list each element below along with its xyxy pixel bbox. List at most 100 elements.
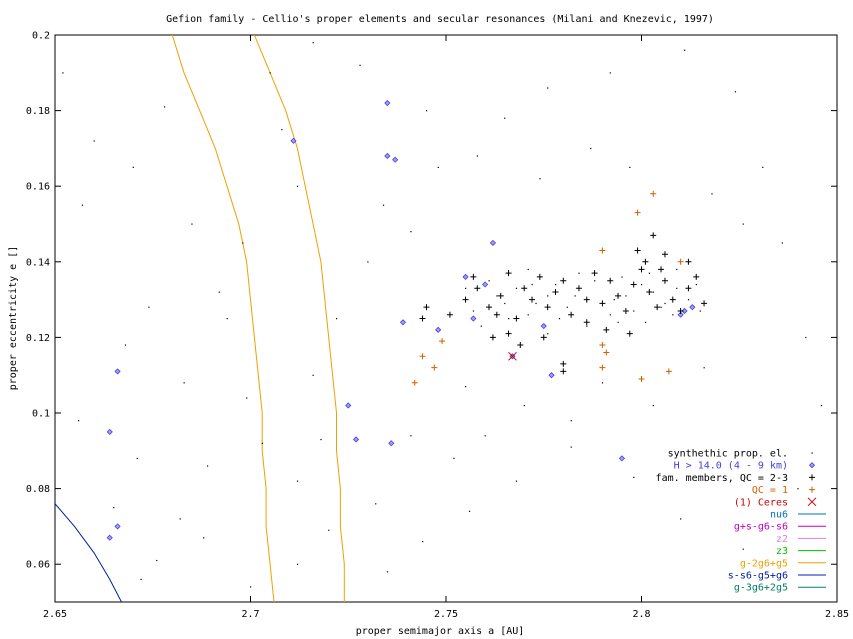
data-point [599, 364, 606, 371]
data-point [547, 333, 549, 335]
data-point [642, 258, 649, 265]
data-point [106, 534, 113, 541]
data-point [242, 242, 244, 244]
legend-label: QC = 1 [752, 485, 788, 496]
data-point [106, 428, 113, 435]
data-point [703, 367, 705, 369]
data-point [132, 166, 134, 168]
data-point [296, 480, 299, 482]
data-point [805, 336, 807, 339]
data-point [527, 268, 529, 271]
data-point [544, 304, 551, 311]
data-point [630, 281, 637, 288]
data-point [493, 311, 500, 318]
legend-swatch [811, 452, 813, 454]
legend-label: g-3g6+2g5 [734, 583, 788, 594]
data-point [654, 304, 661, 311]
legend-label: s-s6-g5+g6 [728, 571, 788, 582]
data-point [140, 578, 142, 581]
data-point [591, 270, 598, 277]
data-point [453, 457, 455, 460]
x-tick-label: 2.75 [434, 609, 458, 620]
legend-swatch [809, 486, 815, 493]
x-tick-label: 2.7 [241, 609, 259, 620]
data-point [191, 223, 193, 225]
y-axis-label: proper eccentricity e [] [8, 246, 19, 391]
x-tick-label: 2.85 [825, 609, 849, 620]
data-point [677, 258, 684, 265]
data-point [617, 321, 619, 323]
legend-label: H > 14.0 (4 - 9 km) [674, 461, 788, 472]
data-point [320, 438, 322, 441]
data-point [540, 322, 547, 330]
data-point [77, 420, 80, 422]
data-point [560, 277, 567, 284]
resonance-curve [55, 503, 122, 602]
data-point [527, 314, 529, 316]
data-point [114, 523, 121, 530]
data-point [163, 106, 166, 108]
data-point [693, 273, 700, 280]
data-point [505, 330, 512, 337]
data-point [386, 571, 389, 573]
data-point [312, 42, 314, 44]
data-point [529, 296, 536, 303]
y-tick-label: 0.08 [26, 484, 50, 495]
data-point [638, 266, 645, 273]
data-point [570, 420, 572, 422]
data-point [554, 283, 557, 286]
data-point [504, 302, 506, 305]
data-point [422, 541, 424, 543]
data-point [410, 231, 412, 233]
data-point [411, 379, 418, 386]
data-point [382, 204, 385, 206]
data-point [586, 325, 588, 327]
data-point [672, 314, 674, 316]
data-point [547, 295, 549, 297]
data-point [701, 300, 708, 307]
data-point [419, 315, 426, 322]
data-point [439, 338, 446, 345]
data-point [734, 91, 737, 93]
data-point [560, 368, 567, 375]
data-point [685, 285, 692, 292]
data-point [650, 232, 657, 239]
legend-label: fam. members, QC = 2-3 [656, 473, 788, 484]
data-point [590, 147, 592, 150]
y-tick-label: 0.12 [26, 333, 50, 344]
data-point [615, 292, 622, 299]
data-point [609, 72, 611, 74]
data-point [345, 402, 352, 409]
x-tick-label: 2.8 [632, 609, 650, 620]
data-point [468, 510, 471, 512]
data-point [531, 283, 533, 286]
data-point [281, 129, 283, 131]
data-point [489, 334, 496, 341]
data-point [652, 404, 654, 407]
data-point [296, 563, 299, 565]
data-point [261, 442, 263, 444]
data-point [517, 341, 524, 348]
data-point [695, 283, 697, 286]
data-point [539, 178, 541, 180]
data-point [644, 321, 647, 323]
data-point [629, 166, 631, 168]
data-point [599, 247, 606, 254]
data-point [489, 239, 496, 246]
data-point [575, 285, 582, 292]
data-point [665, 368, 672, 375]
data-point [384, 152, 391, 160]
data-point [437, 166, 439, 168]
resonance-curve [253, 35, 345, 602]
data-point [552, 289, 559, 296]
data-point [652, 291, 654, 293]
data-point [781, 242, 783, 244]
data-point [599, 341, 606, 348]
data-point [486, 304, 493, 311]
data-point [508, 351, 517, 361]
y-tick-label: 0.18 [26, 106, 50, 117]
legend-label: nu6 [770, 510, 788, 521]
data-point [599, 300, 606, 307]
legend-label: (1) Ceres [734, 497, 788, 508]
data-point [820, 404, 823, 407]
